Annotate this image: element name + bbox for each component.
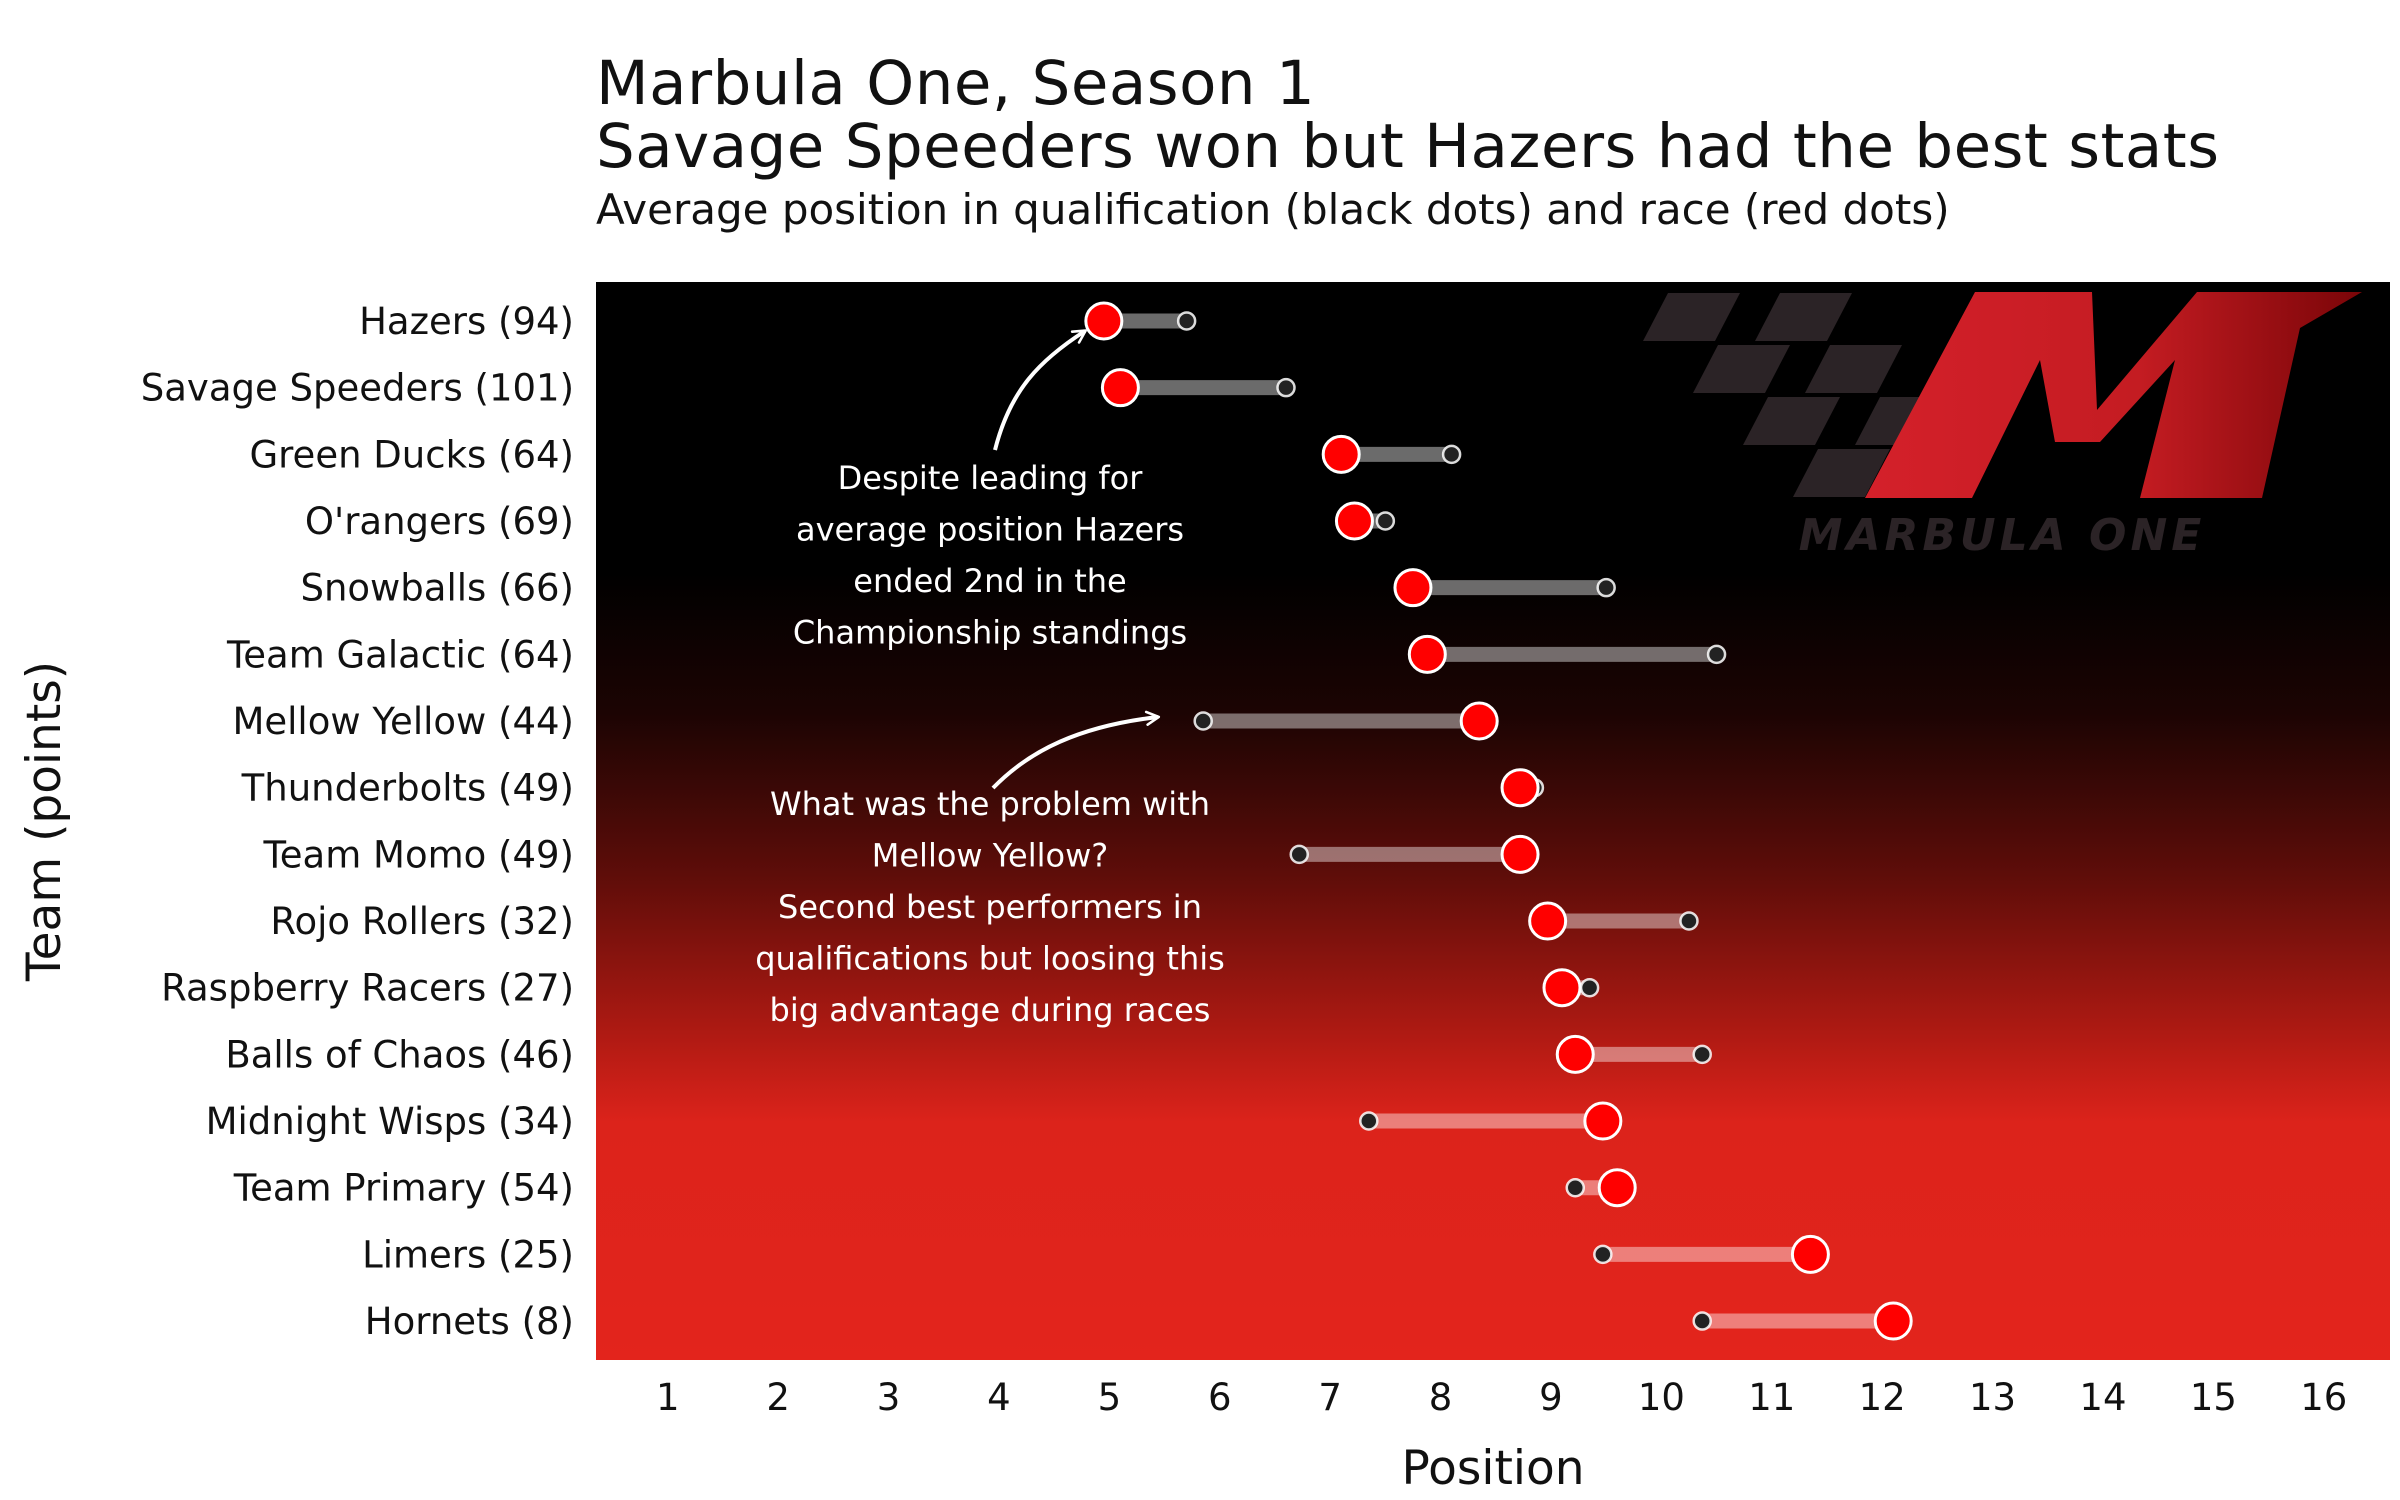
qualification-dot-o-rangers-69 xyxy=(1375,511,1396,531)
y-tick-label-team-galactic-64: Team Galactic (64) xyxy=(226,633,574,676)
x-tick-label-2: 2 xyxy=(766,1376,790,1419)
race-dot-team-momo-49 xyxy=(1500,834,1540,874)
y-tick-label-thunderbolts-49: Thunderbolts (49) xyxy=(241,767,574,810)
qualification-dot-team-primary-54 xyxy=(1565,1177,1585,1198)
chart-title-line-1: Marbula One, Season 1 xyxy=(596,48,1316,119)
y-tick-label-hornets-8: Hornets (8) xyxy=(365,1300,574,1343)
race-dot-raspberry-racers-27 xyxy=(1542,968,1582,1008)
x-tick-label-4: 4 xyxy=(987,1376,1011,1419)
race-dot-limers-25 xyxy=(1790,1234,1830,1274)
qualification-dot-raspberry-racers-27 xyxy=(1579,977,1600,998)
race-dot-hazers-94 xyxy=(1084,301,1124,341)
qualification-dot-midnight-wisps-34 xyxy=(1359,1111,1379,1131)
y-tick-label-team-primary-54: Team Primary (54) xyxy=(233,1167,574,1210)
race-dots-layer xyxy=(1084,301,1913,1341)
race-dot-team-galactic-64 xyxy=(1407,634,1447,674)
x-axis-label: Position xyxy=(1402,1441,1585,1496)
qualification-dot-hornets-8 xyxy=(1692,1311,1712,1331)
chart-subtitle: Average position in qualification (black… xyxy=(596,185,1950,234)
annotation-mellow: What was the problem with Mellow Yellow? S… xyxy=(755,710,1225,1029)
x-tick-label-8: 8 xyxy=(1429,1376,1453,1419)
y-tick-label-snowballs-66: Snowballs (66) xyxy=(300,567,574,610)
annotation-hazers: Despite leading for average position Haze… xyxy=(793,329,1187,652)
y-tick-label-midnight-wisps-34: Midnight Wisps (34) xyxy=(206,1100,574,1143)
qualification-dot-snowballs-66 xyxy=(1596,577,1616,598)
annotation-text-mellow: What was the problem with Mellow Yellow? S… xyxy=(755,785,1225,1029)
y-tick-label-raspberry-racers-27: Raspberry Racers (27) xyxy=(161,967,574,1010)
x-tick-label-15: 15 xyxy=(2190,1376,2237,1419)
y-tick-label-balls-of-chaos-46: Balls of Chaos (46) xyxy=(225,1033,574,1076)
x-tick-label-3: 3 xyxy=(877,1376,901,1419)
qualification-dot-mellow-yellow-44 xyxy=(1193,711,1213,731)
race-dot-o-rangers-69 xyxy=(1334,501,1374,541)
x-tick-label-9: 9 xyxy=(1539,1376,1563,1419)
y-tick-label-green-ducks-64: Green Ducks (64) xyxy=(249,433,574,476)
annotation-arrow-mellow xyxy=(991,710,1161,790)
m-letter-logo-icon xyxy=(1865,292,2362,498)
annotation-arrow-hazers xyxy=(993,329,1087,451)
y-tick-label-rojo-rollers-32: Rojo Rollers (32) xyxy=(270,900,574,943)
x-tick-label-1: 1 xyxy=(656,1376,680,1419)
qualification-dots-layer xyxy=(1176,311,1727,1331)
y-tick-label-mellow-yellow-44: Mellow Yellow (44) xyxy=(232,700,574,743)
x-tick-label-5: 5 xyxy=(1098,1376,1122,1419)
logo-wordmark: MARBULA ONE xyxy=(1799,510,2206,561)
race-dot-thunderbolts-49 xyxy=(1500,768,1540,808)
qualification-dot-team-momo-49 xyxy=(1289,844,1309,865)
chart-title-block: Marbula One, Season 1 Savage Speeders wo… xyxy=(596,52,2220,240)
x-tick-label-13: 13 xyxy=(1969,1376,2016,1419)
race-dot-team-primary-54 xyxy=(1597,1168,1637,1208)
y-tick-label-savage-speeders-101: Savage Speeders (101) xyxy=(141,367,574,410)
x-axis-tick-labels: 1 2 3 4 5 6 7 8 9 10 11 12 13 14 15 16 xyxy=(656,1376,2347,1419)
annotation-text-hazers: Despite leading for average position Haze… xyxy=(793,459,1187,652)
qualification-dot-hazers-94 xyxy=(1176,311,1197,331)
x-tick-label-11: 11 xyxy=(1748,1376,1795,1419)
qualification-dot-rojo-rollers-32 xyxy=(1679,911,1699,931)
qualification-dot-limers-25 xyxy=(1593,1244,1613,1265)
y-tick-label-limers-25: Limers (25) xyxy=(362,1233,574,1276)
x-tick-label-10: 10 xyxy=(1638,1376,1685,1419)
y-tick-label-team-momo-49: Team Momo (49) xyxy=(262,833,574,876)
race-dot-mellow-yellow-44 xyxy=(1459,701,1499,741)
qualification-dot-balls-of-chaos-46 xyxy=(1692,1044,1712,1065)
y-axis-tick-labels: Hazers (94) Savage Speeders (101) Green Du… xyxy=(141,300,574,1343)
x-tick-label-12: 12 xyxy=(1859,1376,1906,1419)
chart-title-line-2: Savage Speeders won but Hazers had the b… xyxy=(596,111,2220,182)
y-tick-label-hazers-94: Hazers (94) xyxy=(359,300,574,343)
race-dot-snowballs-66 xyxy=(1393,568,1433,608)
y-axis-label: Team (points) xyxy=(17,661,72,982)
x-tick-label-7: 7 xyxy=(1318,1376,1342,1419)
x-tick-label-6: 6 xyxy=(1208,1376,1232,1419)
qualification-dot-green-ducks-64 xyxy=(1441,444,1462,465)
race-dot-balls-of-chaos-46 xyxy=(1555,1034,1595,1074)
race-dot-hornets-8 xyxy=(1873,1301,1913,1341)
plot-background xyxy=(596,282,2390,1360)
x-tick-label-14: 14 xyxy=(2079,1376,2126,1419)
race-dot-midnight-wisps-34 xyxy=(1583,1101,1623,1141)
y-tick-label-o-rangers-69: O'rangers (69) xyxy=(305,500,574,543)
race-dot-green-ducks-64 xyxy=(1321,434,1361,474)
qualification-dot-savage-speeders-101 xyxy=(1276,377,1296,398)
qualification-dot-team-galactic-64 xyxy=(1706,644,1727,665)
x-tick-label-16: 16 xyxy=(2300,1376,2347,1419)
marbula-one-logo: MARBULA ONE xyxy=(1643,292,2362,561)
race-dot-savage-speeders-101 xyxy=(1100,368,1140,408)
race-dot-rojo-rollers-32 xyxy=(1528,901,1568,941)
